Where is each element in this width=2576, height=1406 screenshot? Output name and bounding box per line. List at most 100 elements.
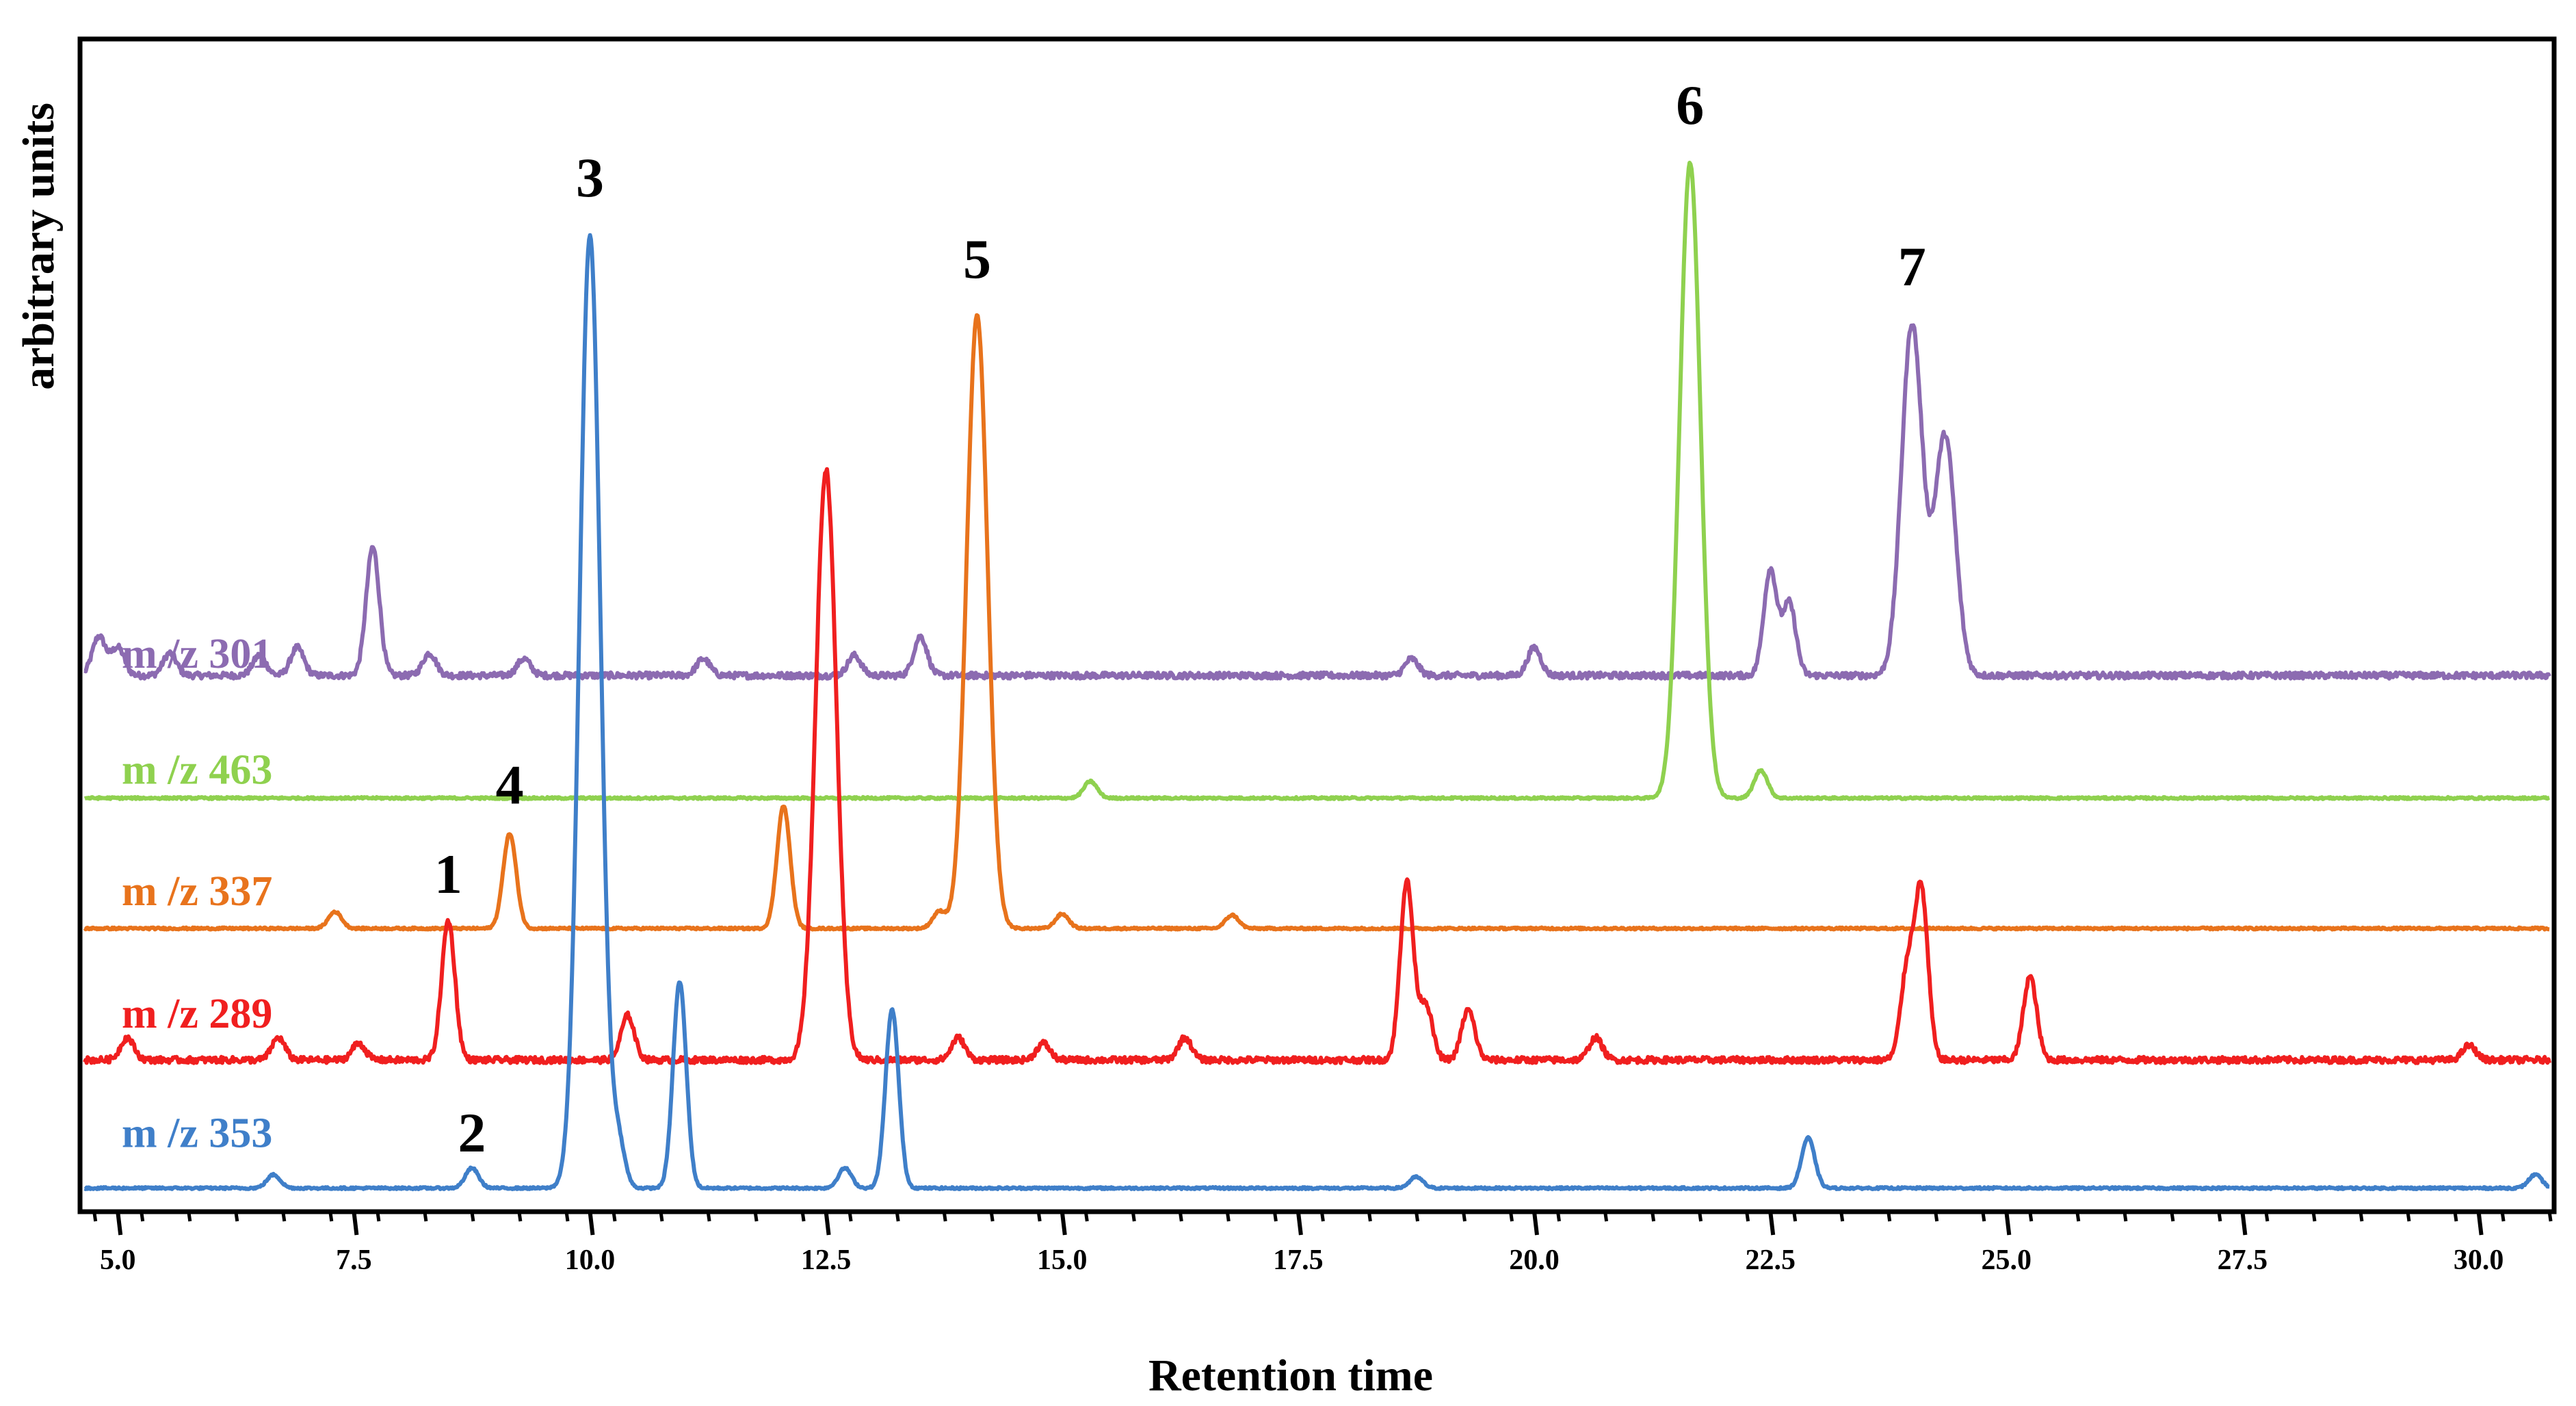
x-major-tick (1768, 1211, 1776, 1236)
x-major-tick (2476, 1211, 2484, 1236)
x-major-tick (116, 1211, 123, 1236)
x-minor-tick (1981, 1211, 1986, 1222)
x-minor-tick (1603, 1211, 1609, 1222)
x-minor-tick (2075, 1211, 2081, 1222)
y-axis-title: arbitrary units (14, 103, 64, 390)
x-major-tick (1296, 1211, 1303, 1236)
x-minor-tick (1272, 1211, 1278, 1222)
x-tick-label: 7.5 (336, 1245, 372, 1276)
x-minor-tick (1319, 1211, 1325, 1222)
x-minor-tick (2453, 1211, 2458, 1222)
x-minor-tick (1651, 1211, 1656, 1222)
x-minor-tick (376, 1211, 381, 1222)
x-minor-tick (517, 1211, 523, 1222)
series-label: m /z 301 (122, 631, 272, 677)
x-minor-tick (1934, 1211, 1939, 1222)
x-major-tick (352, 1211, 359, 1236)
x-minor-tick (1887, 1211, 1892, 1222)
x-minor-tick (2358, 1211, 2364, 1222)
x-minor-tick (2217, 1211, 2222, 1222)
x-minor-tick (2500, 1211, 2506, 1222)
x-minor-tick (800, 1211, 806, 1222)
x-minor-tick (1745, 1211, 1750, 1222)
x-minor-tick (1698, 1211, 1703, 1222)
x-minor-tick (753, 1211, 759, 1222)
x-minor-tick (1462, 1211, 1467, 1222)
series-line-m-z-337 (83, 313, 2551, 932)
x-axis-title: Retention time (1148, 1351, 1433, 1401)
x-tick-label: 15.0 (1037, 1245, 1088, 1276)
x-minor-tick (2406, 1211, 2411, 1222)
peak-label: 2 (458, 1102, 486, 1164)
x-minor-tick (1415, 1211, 1419, 1222)
x-tick-label: 10.0 (565, 1245, 616, 1276)
x-tick-label: 5.0 (100, 1245, 136, 1276)
x-minor-tick (1839, 1211, 1845, 1222)
x-minor-tick (234, 1211, 239, 1222)
x-minor-tick (281, 1211, 287, 1222)
series-label: m /z 289 (122, 991, 272, 1037)
x-tick-label: 25.0 (1982, 1245, 2032, 1276)
x-minor-tick (1036, 1211, 1042, 1222)
x-minor-tick (1225, 1211, 1231, 1222)
x-minor-tick (187, 1211, 192, 1222)
x-tick-label: 12.5 (801, 1245, 852, 1276)
peak-label: 5 (963, 228, 991, 290)
x-tick-label: 20.0 (1509, 1245, 1560, 1276)
peak-label: 7 (1898, 235, 1926, 298)
x-minor-tick (2547, 1211, 2553, 1222)
series-line-m-z-289 (83, 467, 2552, 1065)
x-minor-tick (1509, 1211, 1514, 1222)
x-minor-tick (2170, 1211, 2175, 1222)
x-minor-tick (1367, 1211, 1372, 1222)
x-minor-tick (1178, 1211, 1183, 1222)
x-minor-tick (140, 1211, 145, 1222)
peak-label: 6 (1676, 74, 1704, 136)
series-label: m /z 353 (122, 1110, 272, 1156)
x-minor-tick (1131, 1211, 1136, 1222)
x-minor-tick (1792, 1211, 1798, 1222)
x-major-tick (2240, 1211, 2248, 1236)
x-minor-tick (1556, 1211, 1561, 1222)
x-minor-tick (706, 1211, 711, 1222)
x-minor-tick (2311, 1211, 2317, 1222)
series-line-m-z-463 (83, 160, 2551, 801)
plot-frame (77, 36, 2557, 1214)
x-minor-tick (895, 1211, 900, 1222)
x-minor-tick (470, 1211, 475, 1222)
series-line-m-z-353 (83, 233, 2551, 1191)
series-label: m /z 463 (122, 746, 272, 793)
x-axis: 5.0 7.5 10.0 12.5 15.0 17.5 20.0 22.5 25.0 27.5 30… (80, 1209, 2554, 1276)
x-major-tick (1060, 1211, 1067, 1236)
x-minor-tick (2122, 1211, 2128, 1222)
x-major-tick (824, 1211, 831, 1236)
x-tick-label: 22.5 (1745, 1245, 1796, 1276)
peak-annotations: 1 2 3 4 5 6 7 (434, 74, 1926, 1164)
peak-label: 3 (576, 146, 604, 209)
series-layer (83, 160, 2552, 1191)
x-tick-label: 30.0 (2454, 1245, 2504, 1276)
x-minor-tick (847, 1211, 853, 1222)
x-major-tick (588, 1211, 595, 1236)
series-labels: m /z 301 m /z 463 m /z 337 m /z 289 m /z 353 (122, 631, 272, 1156)
x-minor-tick (564, 1211, 570, 1222)
x-minor-tick (659, 1211, 664, 1222)
peak-label: 1 (434, 843, 462, 905)
x-minor-tick (92, 1211, 98, 1222)
x-tick-label: 27.5 (2218, 1245, 2268, 1276)
series-label: m /z 337 (122, 868, 272, 915)
x-minor-tick (2264, 1211, 2270, 1222)
x-minor-tick (2028, 1211, 2034, 1222)
x-minor-tick (328, 1211, 334, 1222)
x-minor-tick (942, 1211, 947, 1222)
x-minor-tick (1083, 1211, 1089, 1222)
series-line-m-z-301 (83, 323, 2551, 681)
x-major-tick (1532, 1211, 1539, 1236)
x-minor-tick (612, 1211, 617, 1222)
x-tick-label: 17.5 (1273, 1245, 1324, 1276)
x-minor-tick (423, 1211, 428, 1222)
x-minor-tick (989, 1211, 995, 1222)
peak-label: 4 (496, 754, 524, 816)
x-major-tick (2004, 1211, 2012, 1236)
